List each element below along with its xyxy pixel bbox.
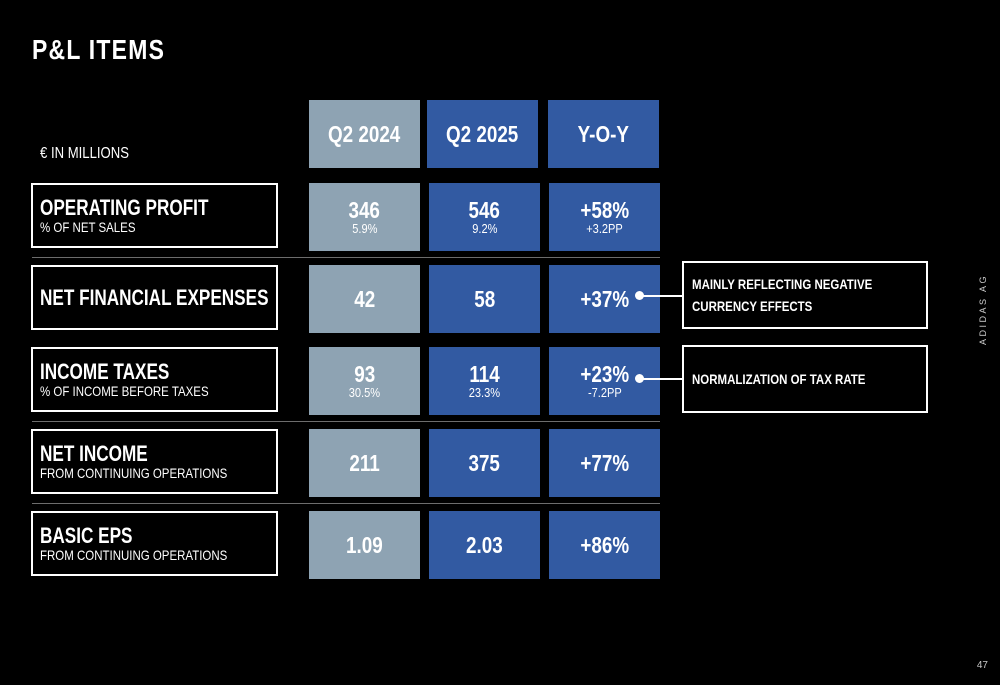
cell-operating-profit-q2-2025: 546 9.2% (429, 183, 540, 251)
cell-operating-profit-q2-2024: 346 5.9% (309, 183, 420, 251)
row-subtitle: FROM CONTINUING OPERATIONS (40, 464, 228, 481)
note-currency-effects: MAINLY REFLECTING NEGATIVE CURRENCY EFFE… (682, 261, 928, 329)
cell-income-taxes-yoy: +23% -7.2PP (549, 347, 660, 415)
row-divider (32, 503, 660, 504)
cell-basic-eps-yoy: +86% (549, 511, 660, 579)
row-title: BASIC EPS (40, 522, 133, 548)
row-title: NET INCOME (40, 440, 148, 466)
row-label-income-taxes: INCOME TAXES % OF INCOME BEFORE TAXES (31, 347, 278, 412)
note-tax-rate: NORMALIZATION OF TAX RATE (682, 345, 928, 413)
row-label-basic-eps: BASIC EPS FROM CONTINUING OPERATIONS (31, 511, 278, 576)
cell-basic-eps-q2-2024: 1.09 (309, 511, 420, 579)
row-label-net-income: NET INCOME FROM CONTINUING OPERATIONS (31, 429, 278, 494)
callout-dot (635, 374, 644, 383)
row-divider (32, 421, 660, 422)
cell-net-financial-expenses-q2-2024: 42 (309, 265, 420, 333)
cell-income-taxes-q2-2024: 93 30.5% (309, 347, 420, 415)
callout-connector (640, 295, 682, 297)
column-header-q2-2025: Q2 2025 (427, 100, 538, 168)
callout-dot (635, 291, 644, 300)
cell-net-financial-expenses-yoy: +37% (549, 265, 660, 333)
row-divider (32, 257, 660, 258)
row-subtitle: % OF INCOME BEFORE TAXES (40, 382, 209, 399)
cell-operating-profit-yoy: +58% +3.2PP (549, 183, 660, 251)
cell-net-financial-expenses-q2-2025: 58 (429, 265, 540, 333)
row-label-net-financial-expenses: NET FINANCIAL EXPENSES (31, 265, 278, 330)
row-title: OPERATING PROFIT (40, 194, 209, 220)
row-title: NET FINANCIAL EXPENSES (40, 284, 269, 310)
unit-label: € IN MILLIONS (40, 145, 129, 162)
column-header-yoy: Y-O-Y (548, 100, 659, 168)
page-number: 47 (976, 660, 988, 671)
callout-connector (640, 378, 682, 380)
row-subtitle: % OF NET SALES (40, 218, 136, 235)
row-label-operating-profit: OPERATING PROFIT % OF NET SALES (31, 183, 278, 248)
column-header-q2-2024: Q2 2024 (309, 100, 420, 168)
brand-label: ADIDAS AG (978, 273, 988, 345)
cell-basic-eps-q2-2025: 2.03 (429, 511, 540, 579)
row-subtitle: FROM CONTINUING OPERATIONS (40, 546, 228, 563)
page-title: P&L ITEMS (32, 34, 166, 65)
row-title: INCOME TAXES (40, 358, 170, 384)
cell-income-taxes-q2-2025: 114 23.3% (429, 347, 540, 415)
cell-net-income-yoy: +77% (549, 429, 660, 497)
cell-net-income-q2-2025: 375 (429, 429, 540, 497)
cell-net-income-q2-2024: 211 (309, 429, 420, 497)
